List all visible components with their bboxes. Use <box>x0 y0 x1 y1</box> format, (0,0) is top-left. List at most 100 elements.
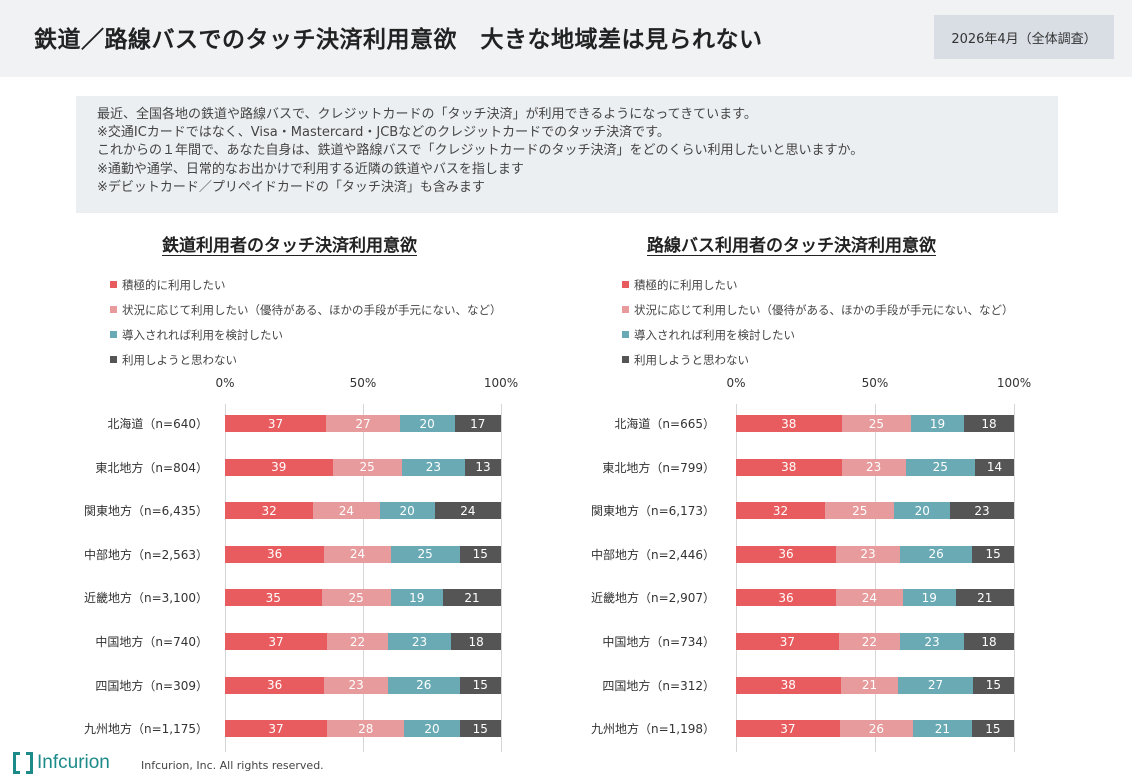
stacked-bar: 37 26 21 15 <box>736 720 1014 738</box>
grid-line <box>736 404 737 752</box>
chart-title: 路線バス利用者のタッチ決済利用意欲 <box>647 236 936 256</box>
category-label: 関東地方（n=6,435） <box>83 504 208 519</box>
bar-segment: 13 <box>465 458 501 476</box>
bar-segment: 37 <box>736 633 839 650</box>
bar-segment: 22 <box>838 633 901 650</box>
railway-chart: 鉄道利用者のタッチ決済利用意欲積極的に利用したい 状況に応じて利用したい（優待があ… <box>0 226 520 766</box>
stacked-bar: 36 24 25 15 <box>225 545 501 563</box>
legend-swatch <box>110 306 117 313</box>
stacked-bar: 37 22 23 18 <box>225 633 501 650</box>
bar-segment: 23 <box>324 676 388 694</box>
bar-segment: 28 <box>327 720 405 738</box>
bar-segment: 15 <box>971 720 1014 738</box>
bar-segment: 38 <box>736 458 842 476</box>
bar-segment: 36 <box>225 676 325 694</box>
bar-segment: 32 <box>225 502 314 520</box>
bar-segment: 26 <box>900 545 973 563</box>
bar-segment: 37 <box>225 633 328 650</box>
x-tick-label: 0% <box>215 376 235 390</box>
bar-segment: 27 <box>326 415 400 432</box>
legend-label: 導入されれば利用を検討したい <box>122 327 283 342</box>
category-label: 東北地方（n=799） <box>602 460 715 475</box>
chart-legend: 積極的に利用したい状況に応じて利用したい（優待がある、ほかの手段が手元にない、な… <box>622 272 1014 372</box>
bar-segment: 24 <box>836 589 903 607</box>
bar-segment: 25 <box>390 545 460 563</box>
bar-segment: 24 <box>434 502 501 520</box>
bar-segment: 36 <box>736 589 837 607</box>
bar-segment: 19 <box>911 415 964 432</box>
bar-segment: 38 <box>736 415 842 432</box>
bar-segment: 21 <box>443 589 501 607</box>
legend-swatch <box>622 281 629 288</box>
bar-segment: 24 <box>313 502 380 520</box>
category-label: 関東地方（n=6,173） <box>590 504 715 519</box>
category-label: 中部地方（n=2,563） <box>83 547 208 562</box>
plot-area: 37 27 20 17 39 25 23 13 32 24 20 24 36 24 25 15 35 25 19 21… <box>225 404 502 752</box>
category-label: 近畿地方（n=3,100） <box>83 591 208 606</box>
stacked-bar: 36 23 26 15 <box>736 545 1014 563</box>
bar-segment: 22 <box>327 633 388 650</box>
legend-label: 導入されれば利用を検討したい <box>634 327 795 342</box>
bar-segment: 15 <box>459 720 501 738</box>
stacked-bar: 35 25 19 21 <box>225 589 501 607</box>
legend-swatch <box>622 306 629 313</box>
category-label: 中部地方（n=2,446） <box>590 547 715 562</box>
legend-item: 積極的に利用したい <box>622 272 1014 297</box>
legend-item: 導入されれば利用を検討したい <box>622 322 1014 347</box>
bar-segment: 25 <box>841 415 912 432</box>
chart-legend: 積極的に利用したい 状況に応じて利用したい（優待がある、ほかの手段が手元にない、な… <box>110 272 502 372</box>
category-label: 中国地方（n=734） <box>602 635 715 649</box>
question-line: ※デビットカード／プリペイドカードの「タッチ決済」も含みます <box>97 179 485 195</box>
bar-segment: 37 <box>225 720 328 738</box>
stacked-bar: 32 25 20 23 <box>736 502 1014 520</box>
header-bar: 鉄道／路線バスでのタッチ決済利用意欲 大きな地域差は見られない 2026年4月（… <box>0 0 1132 77</box>
category-label: 近畿地方（n=2,907） <box>590 591 715 606</box>
bar-segment: 38 <box>736 676 841 694</box>
category-label: 九州地方（n=1,175） <box>83 722 208 737</box>
bar-segment: 15 <box>972 676 1014 694</box>
legend-item: 利用しようと思わない <box>110 347 502 372</box>
bar-segment: 23 <box>387 633 452 650</box>
stacked-bar: 37 22 23 18 <box>736 633 1014 650</box>
question-line: ※通勤や通学、日常的なお出かけで利用する近隣の鉄道やバスを指します <box>97 161 524 177</box>
bar-segment: 20 <box>404 720 460 738</box>
legend-item: 利用しようと思わない <box>622 347 1014 372</box>
page-title: 鉄道／路線バスでのタッチ決済利用意欲 大きな地域差は見られない <box>34 27 763 53</box>
bar-segment: 23 <box>401 458 466 476</box>
legend-swatch <box>110 281 117 288</box>
legend-item: 導入されれば利用を検討したい <box>110 322 502 347</box>
legend-label: 状況に応じて利用したい（優待がある、ほかの手段が手元にない、など） <box>634 302 1014 317</box>
grid-line <box>1014 404 1015 752</box>
bar-segment: 25 <box>321 589 391 607</box>
category-label: 四国地方（n=309） <box>95 678 208 693</box>
bar-segment: 26 <box>839 720 913 738</box>
chart-title: 鉄道利用者のタッチ決済利用意欲 <box>162 236 417 256</box>
category-label: 北海道（n=640） <box>107 417 208 431</box>
bar-segment: 20 <box>379 502 435 520</box>
x-tick-label: 100% <box>996 376 1032 390</box>
bar-segment: 18 <box>963 415 1014 432</box>
bar-segment: 35 <box>225 589 322 607</box>
bar-segment: 21 <box>955 589 1014 607</box>
bar-segment: 15 <box>459 676 501 694</box>
bar-segment: 37 <box>736 720 840 738</box>
question-line: これからの１年間で、あなた自身は、鉄道や路線バスで「クレジットカードのタッチ決済… <box>97 143 864 159</box>
category-label: 東北地方（n=804） <box>95 460 208 475</box>
bar-segment: 27 <box>898 676 973 694</box>
grid-line <box>225 404 226 752</box>
stacked-bar: 36 24 19 21 <box>736 589 1014 607</box>
bar-segment: 18 <box>963 633 1014 650</box>
logo-text: Infcurion <box>37 752 110 773</box>
category-label: 北海道（n=665） <box>614 417 715 431</box>
bar-segment: 32 <box>736 502 825 520</box>
legend-label: 利用しようと思わない <box>122 352 237 367</box>
bar-segment: 19 <box>902 589 956 607</box>
x-tick-label: 0% <box>726 376 746 390</box>
question-line: ※交通ICカードではなく、Visa・Mastercard・JCBなどのクレジット… <box>97 125 670 141</box>
bar-segment: 23 <box>950 502 1014 520</box>
bar-segment: 37 <box>225 415 327 432</box>
bar-segment: 18 <box>451 633 501 650</box>
stacked-bar: 38 23 25 14 <box>736 458 1014 476</box>
bar-segment: 15 <box>459 545 501 563</box>
legend-label: 積極的に利用したい <box>122 277 226 292</box>
